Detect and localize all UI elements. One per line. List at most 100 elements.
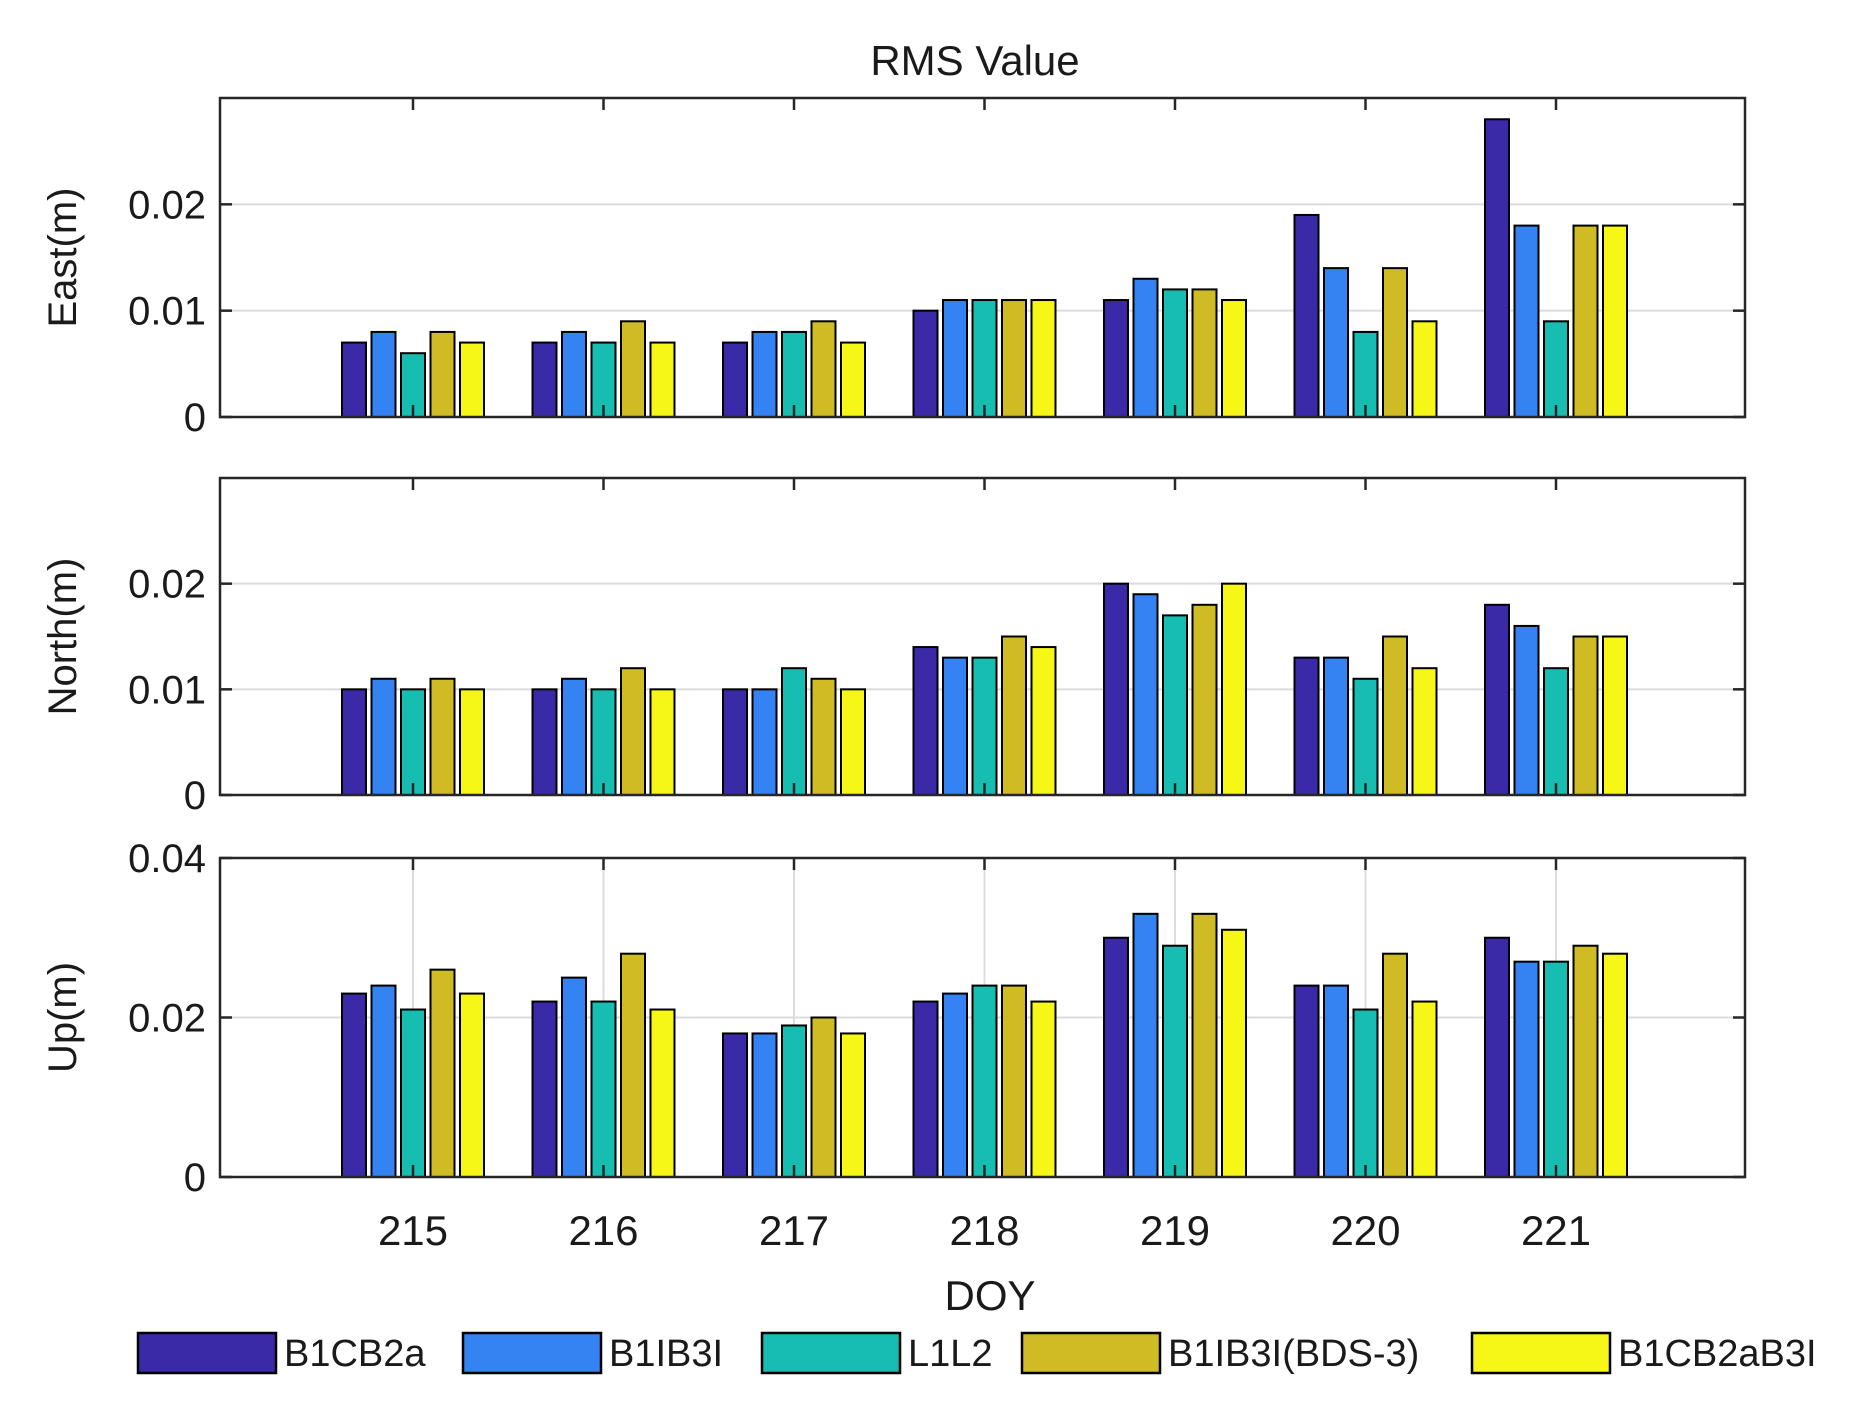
y-axis-label: Up(m) <box>41 962 85 1073</box>
bar-b1cb2a-221 <box>1484 936 1510 1178</box>
bar-b1cb2ab3i-218 <box>1030 1000 1057 1178</box>
legend-label: B1IB3I <box>609 1333 723 1375</box>
bar-b1ib3i-220 <box>1323 656 1349 797</box>
bar-b1cb2ab3i-217 <box>840 688 866 796</box>
bar-l1l2-218 <box>971 656 998 797</box>
bar-b1cb2ab3i-221 <box>1602 952 1628 1179</box>
bar-b1cb2ab3i-221 <box>1602 635 1628 796</box>
bar-b1cb2a-216 <box>531 1000 558 1178</box>
bar-b1cb2a-220 <box>1293 984 1320 1178</box>
bar-b1ib3i-bds-3--217 <box>810 320 837 418</box>
bar-b1ib3i-217 <box>751 688 778 796</box>
chart-title: RMS Value <box>870 37 1079 84</box>
legend-label: B1CB2aB3I <box>1618 1333 1817 1375</box>
bar-b1ib3i-215 <box>370 330 397 418</box>
bar-b1cb2a-221 <box>1484 118 1510 419</box>
bar-l1l2-215 <box>400 1008 426 1179</box>
bar-b1ib3i-215 <box>370 984 397 1178</box>
bar-b1cb2a-216 <box>531 688 558 796</box>
panel-up: 0 0.02 0.04 Up(m) 215 216 217 218 219 220 221 <box>41 837 1747 1254</box>
bar-l1l2-221 <box>1543 320 1569 418</box>
bar-b1ib3i-217 <box>751 330 778 418</box>
bar-b1ib3i-bds-3--221 <box>1572 635 1599 796</box>
bar-b1ib3i-bds-3--217 <box>810 1016 837 1178</box>
bar-b1ib3i-216 <box>561 330 587 418</box>
axes-box <box>218 96 1747 419</box>
bar-b1ib3i-bds-3--221 <box>1572 224 1599 418</box>
bar-b1cb2ab3i-221 <box>1602 224 1628 418</box>
bar-b1cb2a-217 <box>722 341 748 419</box>
bar-b1ib3i-219 <box>1132 912 1159 1178</box>
bar-b1ib3i-220 <box>1323 984 1349 1178</box>
bar-b1cb2a-219 <box>1103 299 1129 418</box>
bar-b1cb2a-217 <box>722 688 748 796</box>
bar-l1l2-221 <box>1543 960 1569 1178</box>
bar-b1ib3i-bds-3--218 <box>1001 299 1027 418</box>
x-tick-label: 217 <box>759 1207 829 1254</box>
bar-b1ib3i-bds-3--216 <box>620 952 646 1179</box>
bar-b1ib3i-215 <box>370 677 397 796</box>
bar-b1ib3i-219 <box>1132 593 1159 796</box>
panel-east: 0 0.01 0.02 East(m) <box>41 96 1747 440</box>
bar-b1ib3i-216 <box>561 677 587 796</box>
y-tick-label: 0.01 <box>128 290 206 334</box>
bar-l1l2-216 <box>590 688 617 796</box>
bar-l1l2-217 <box>781 1024 807 1178</box>
bar-b1ib3i-bds-3--220 <box>1382 635 1408 796</box>
bar-b1cb2ab3i-216 <box>649 1008 676 1179</box>
bar-b1cb2a-220 <box>1293 656 1320 797</box>
bar-b1cb2a-217 <box>722 1032 748 1178</box>
bar-l1l2-219 <box>1162 614 1188 796</box>
bar-b1cb2a-216 <box>531 341 558 419</box>
bar-b1ib3i-bds-3--218 <box>1001 635 1027 796</box>
y-tick-label: 0.02 <box>128 563 206 607</box>
x-tick-label: 218 <box>949 1207 1019 1254</box>
bar-b1cb2ab3i-217 <box>840 1032 866 1178</box>
bar-b1cb2a-218 <box>912 1000 939 1178</box>
x-axis-label: DOY <box>944 1272 1035 1319</box>
bar-b1cb2ab3i-218 <box>1030 299 1057 418</box>
panel-north: 0 0.01 0.02 North(m) <box>41 476 1747 818</box>
legend-swatch <box>461 1331 603 1375</box>
legend-swatch <box>1470 1331 1612 1375</box>
bar-b1cb2a-221 <box>1484 603 1510 796</box>
bar-l1l2-220 <box>1352 677 1379 796</box>
bar-l1l2-221 <box>1543 667 1569 797</box>
bar-b1cb2ab3i-219 <box>1221 582 1247 797</box>
bar-b1cb2ab3i-216 <box>649 341 676 419</box>
x-tick-label: 215 <box>378 1207 448 1254</box>
y-axis-label: East(m) <box>41 188 85 328</box>
bar-b1ib3i-218 <box>942 656 968 797</box>
legend-swatch <box>136 1331 278 1375</box>
bar-l1l2-220 <box>1352 330 1379 418</box>
legend-swatch <box>1020 1331 1162 1375</box>
bar-b1cb2ab3i-215 <box>459 992 485 1179</box>
bar-b1ib3i-bds-3--219 <box>1191 912 1218 1178</box>
y-axis-label: North(m) <box>41 558 85 716</box>
bar-b1ib3i-221 <box>1513 960 1540 1178</box>
bar-l1l2-217 <box>781 330 807 418</box>
bar-b1ib3i-bds-3--220 <box>1382 267 1408 418</box>
bar-l1l2-215 <box>400 688 426 796</box>
bar-b1cb2ab3i-220 <box>1411 667 1438 797</box>
bar-b1cb2ab3i-220 <box>1411 1000 1438 1178</box>
bar-b1ib3i-220 <box>1323 267 1349 418</box>
bar-b1cb2ab3i-218 <box>1030 646 1057 796</box>
bar-b1ib3i-221 <box>1513 624 1540 797</box>
bar-b1cb2ab3i-217 <box>840 341 866 419</box>
bar-l1l2-220 <box>1352 1008 1379 1179</box>
bar-l1l2-219 <box>1162 288 1188 418</box>
bar-b1ib3i-bds-3--215 <box>429 677 456 796</box>
bar-l1l2-219 <box>1162 944 1188 1178</box>
bar-b1cb2a-220 <box>1293 213 1320 418</box>
bar-b1ib3i-bds-3--220 <box>1382 952 1408 1179</box>
legend-swatch <box>760 1331 902 1375</box>
y-tick-label: 0 <box>184 774 206 818</box>
bar-b1cb2ab3i-215 <box>459 341 485 419</box>
bar-b1ib3i-bds-3--219 <box>1191 603 1218 796</box>
y-tick-label: 0.02 <box>128 997 206 1041</box>
bar-l1l2-217 <box>781 667 807 797</box>
bar-b1ib3i-bds-3--215 <box>429 330 456 418</box>
bar-b1ib3i-bds-3--217 <box>810 677 837 796</box>
bar-l1l2-215 <box>400 352 426 419</box>
